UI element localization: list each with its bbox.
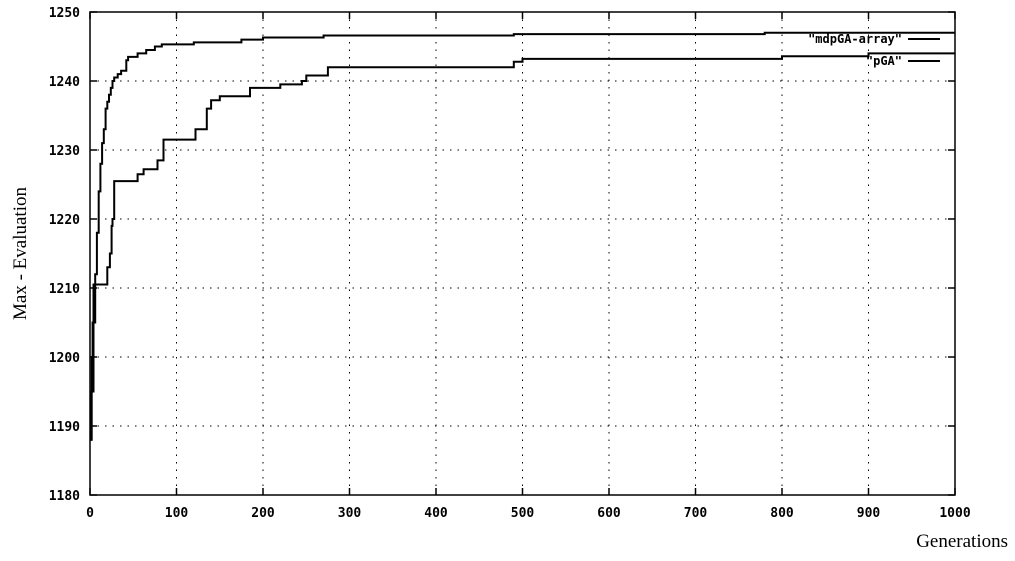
x-tick-label: 400: [424, 506, 448, 521]
y-tick-label: 1190: [49, 420, 80, 435]
y-tick-label: 1250: [49, 6, 80, 21]
y-tick-label: 1180: [49, 489, 80, 504]
legend-label: "pGA": [866, 54, 902, 68]
y-tick-label: 1210: [49, 282, 80, 297]
legend-label: "mdpGA-array": [808, 32, 902, 46]
y-axis-title: Max - Evaluation: [10, 187, 31, 320]
y-tick-label: 1220: [49, 213, 80, 228]
x-tick-label: 0: [86, 506, 94, 521]
tick-labels: 0 100 200 300 400 500 600 700 800 900 1000 1180 1190…: [49, 6, 971, 521]
x-tick-label: 100: [165, 506, 189, 521]
x-tick-label: 800: [770, 506, 794, 521]
series-lines: [89, 31, 955, 441]
x-tick-label: 600: [597, 506, 621, 521]
series-line-pga: [89, 52, 955, 441]
x-tick-label: 500: [511, 506, 535, 521]
x-tick-label: 200: [251, 506, 275, 521]
y-tick-label: 1230: [49, 144, 80, 159]
y-tick-label: 1240: [49, 75, 80, 90]
x-tick-label: 1000: [939, 506, 970, 521]
legend: "mdpGA-array" "pGA": [808, 32, 940, 68]
x-axis-title: Generations: [916, 531, 1008, 552]
x-tick-label: 900: [857, 506, 881, 521]
x-tick-label: 300: [338, 506, 362, 521]
x-tick-label: 700: [684, 506, 708, 521]
gridlines: [90, 12, 955, 495]
plot-frame: [89, 11, 956, 496]
series-line-mdpga-array: [90, 31, 955, 441]
y-tick-label: 1200: [49, 351, 80, 366]
